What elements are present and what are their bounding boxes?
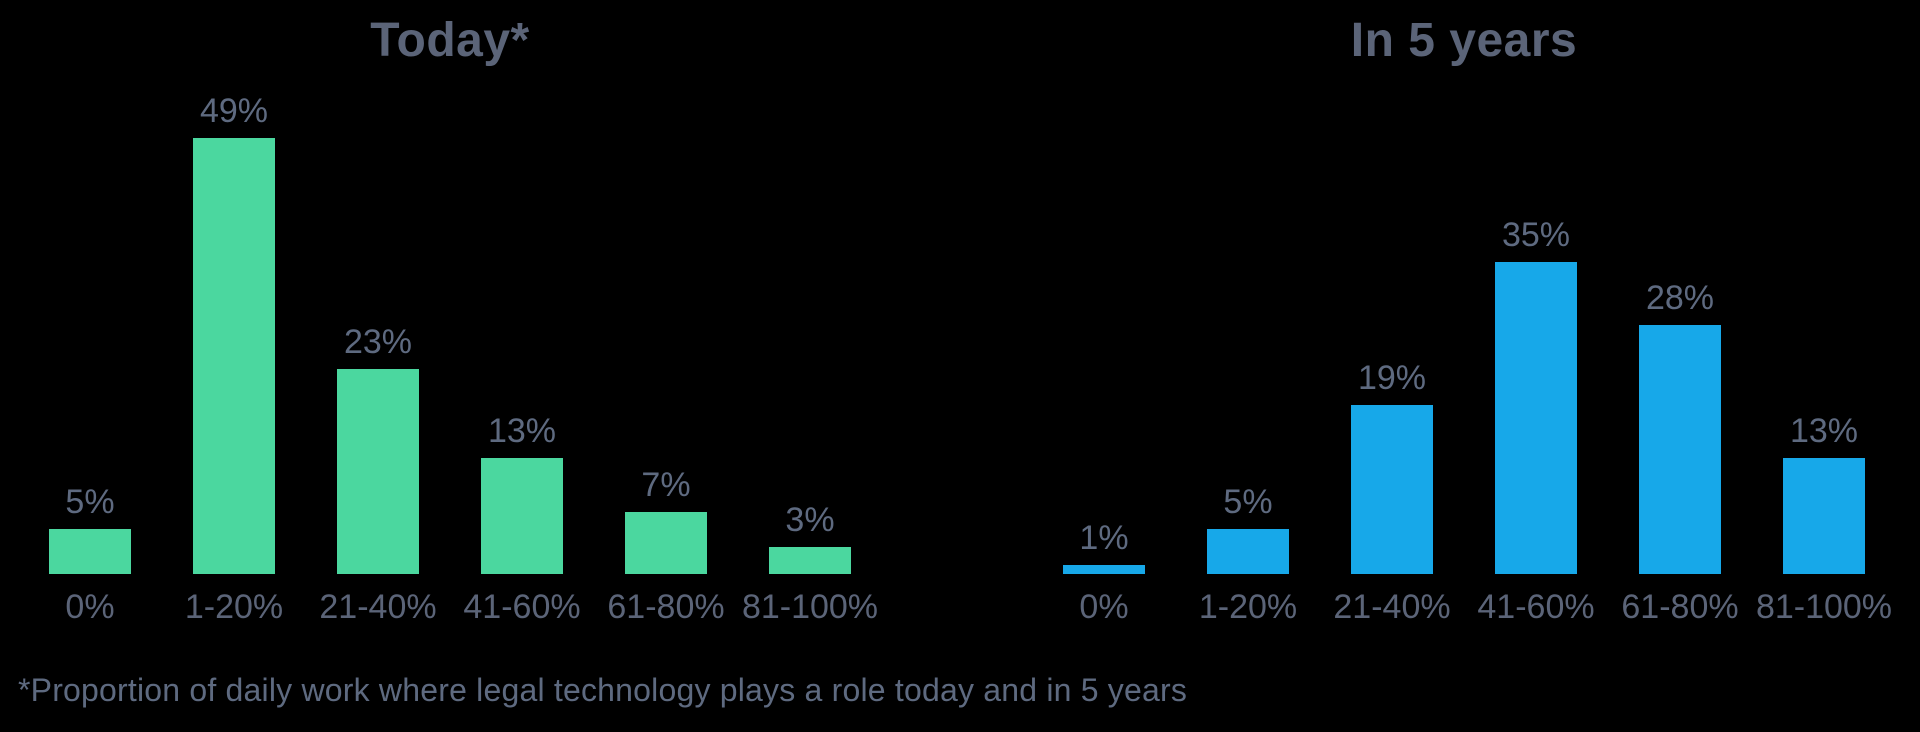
bar-column: 3% 81-100% (738, 78, 882, 626)
bar (1063, 565, 1145, 574)
category-label: 0% (65, 587, 115, 626)
value-label: 5% (65, 483, 115, 521)
bars-area: 1% 0% 5% 1-20% 19% 21-40% 35% 41-60% 28% 61-80% 13… (1032, 78, 1896, 626)
bar-column: 28% 61-80% (1608, 78, 1752, 626)
bar (769, 547, 851, 574)
category-label: 41-60% (1477, 587, 1595, 626)
bar (193, 138, 275, 574)
value-label: 49% (199, 92, 269, 130)
value-label: 35% (1501, 216, 1571, 254)
value-label: 13% (487, 412, 557, 450)
category-label: 0% (1079, 587, 1129, 626)
charts-row: Today* 5% 0% 49% 1-20% 23% 21-40% 13% 41-60% 7% 6… (18, 10, 1896, 626)
bars-area: 5% 0% 49% 1-20% 23% 21-40% 13% 41-60% 7% 61-80% 3%… (18, 78, 882, 626)
bar (1351, 405, 1433, 574)
value-label: 13% (1789, 412, 1859, 450)
category-label: 21-40% (1333, 587, 1451, 626)
value-label: 3% (785, 501, 835, 539)
value-label: 23% (343, 323, 413, 361)
bar-column: 35% 41-60% (1464, 78, 1608, 626)
chart-in-5-years: In 5 years 1% 0% 5% 1-20% 19% 21-40% 35% 41-60%… (1032, 10, 1896, 626)
category-label: 61-80% (1621, 587, 1739, 626)
bar-column: 5% 1-20% (1176, 78, 1320, 626)
bar (481, 458, 563, 574)
value-label: 19% (1357, 359, 1427, 397)
category-label: 81-100% (741, 587, 879, 626)
bar-column: 19% 21-40% (1320, 78, 1464, 626)
chart-today: Today* 5% 0% 49% 1-20% 23% 21-40% 13% 41-60% 7% 6… (18, 10, 882, 626)
chart-title: In 5 years (1350, 14, 1578, 67)
value-label: 7% (641, 466, 691, 504)
bar-column: 1% 0% (1032, 78, 1176, 626)
bar-column: 13% 81-100% (1752, 78, 1896, 626)
category-label: 1-20% (184, 587, 284, 626)
category-label: 81-100% (1755, 587, 1893, 626)
bar (337, 369, 419, 574)
bar-column: 13% 41-60% (450, 78, 594, 626)
bar (1639, 325, 1721, 574)
value-label: 28% (1645, 279, 1715, 317)
bar-column: 49% 1-20% (162, 78, 306, 626)
category-label: 1-20% (1198, 587, 1298, 626)
value-label: 5% (1223, 483, 1273, 521)
bar (1207, 529, 1289, 574)
footnote: *Proportion of daily work where legal te… (18, 672, 1188, 708)
value-label: 1% (1079, 519, 1129, 557)
chart-title: Today* (370, 14, 530, 67)
bar (1495, 262, 1577, 574)
category-label: 61-80% (607, 587, 725, 626)
bar-column: 7% 61-80% (594, 78, 738, 626)
bar-column: 5% 0% (18, 78, 162, 626)
bar (625, 512, 707, 574)
bar (1783, 458, 1865, 574)
category-label: 21-40% (319, 587, 437, 626)
category-label: 41-60% (463, 587, 581, 626)
bar (49, 529, 131, 574)
bar-column: 23% 21-40% (306, 78, 450, 626)
